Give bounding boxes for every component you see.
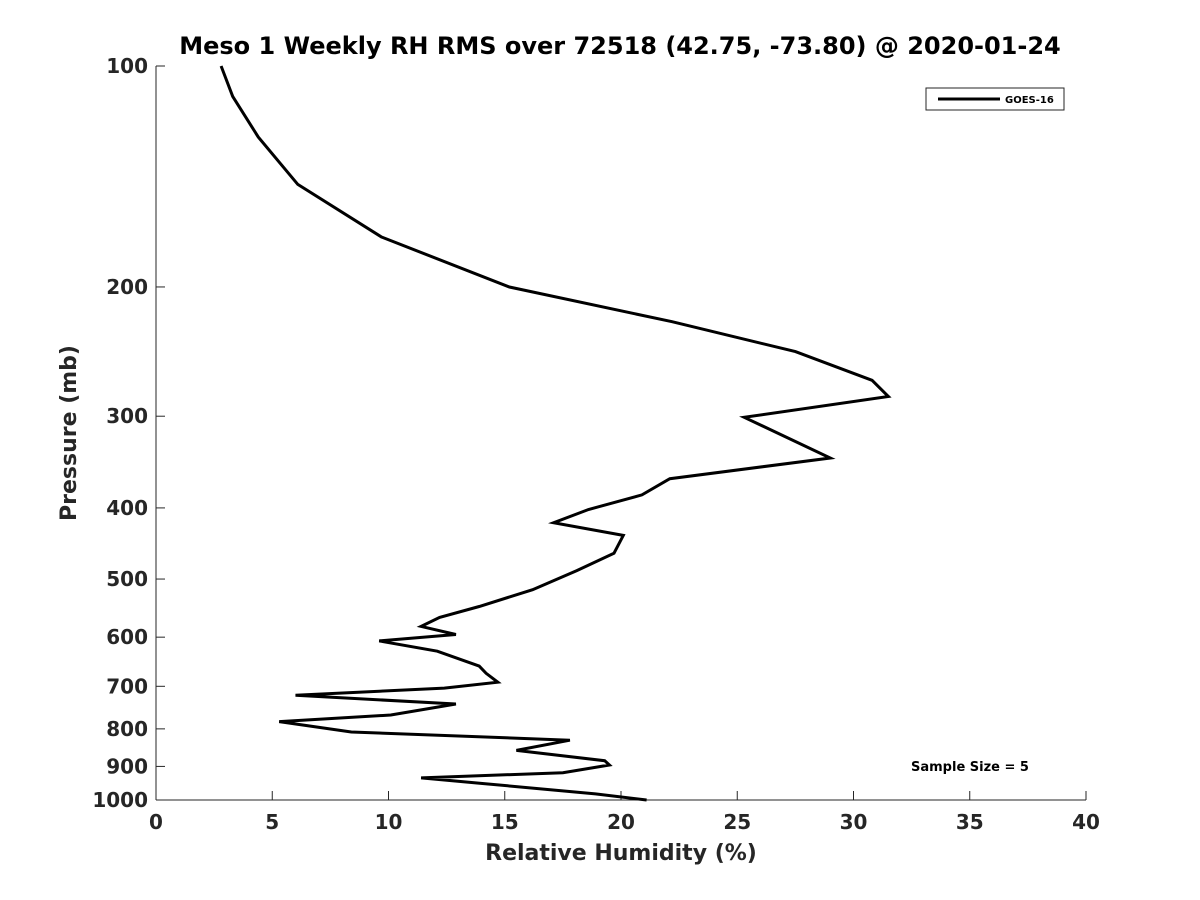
- x-tick-label: 10: [375, 810, 403, 834]
- legend: GOES-16: [925, 87, 1065, 111]
- x-ticks: 0 5 10 15 20 25 30 35 40: [149, 791, 1100, 834]
- x-tick-label: 5: [265, 810, 279, 834]
- legend-entry-goes-16: GOES-16: [1005, 95, 1054, 106]
- y-tick-label: 200: [106, 275, 148, 299]
- x-tick-label: 30: [840, 810, 868, 834]
- series-line-goes-16: [219, 65, 892, 802]
- y-tick-label: 800: [106, 717, 148, 741]
- x-tick-label: 20: [607, 810, 635, 834]
- plot-area: 0 5 10 15 20 25 30 35 40 100 200 300 400 500 600 700 80…: [92, 54, 1100, 834]
- chart-title: Meso 1 Weekly RH RMS over 72518 (42.75, …: [179, 32, 1061, 60]
- x-tick-label: 0: [149, 810, 163, 834]
- y-tick-label: 700: [106, 674, 148, 698]
- y-tick-label: 600: [106, 625, 148, 649]
- x-tick-label: 15: [491, 810, 519, 834]
- x-axis-label: Relative Humidity (%): [485, 841, 757, 866]
- x-tick-label: 35: [956, 810, 984, 834]
- x-tick-label: 40: [1072, 810, 1100, 834]
- x-tick-label: 25: [723, 810, 751, 834]
- y-tick-label: 400: [106, 496, 148, 520]
- y-tick-label: 100: [106, 54, 148, 78]
- y-tick-label: 300: [106, 404, 148, 428]
- sample-size-annotation: Sample Size = 5: [911, 760, 1029, 775]
- y-tick-label: 900: [106, 754, 148, 778]
- y-tick-label: 500: [106, 567, 148, 591]
- y-tick-label: 1000: [92, 788, 148, 812]
- y-axis-label: Pressure (mb): [57, 345, 82, 521]
- y-ticks: 100 200 300 400 500 600 700 800 900 1000: [92, 54, 165, 812]
